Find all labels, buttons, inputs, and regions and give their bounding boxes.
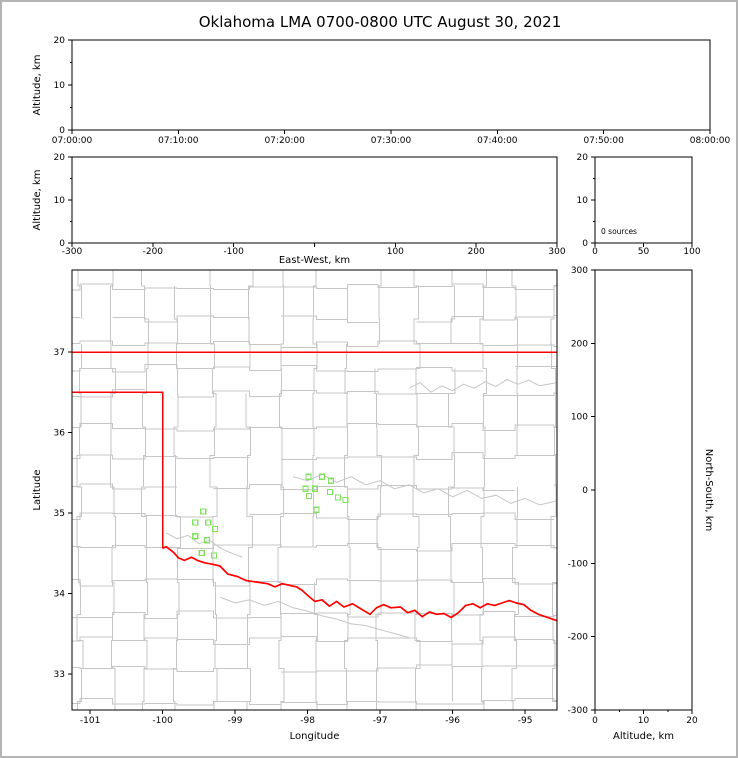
lma-station-marker	[198, 550, 205, 557]
tick-label: 200	[468, 247, 485, 257]
y-axis-label: Altitude, km	[32, 170, 43, 231]
x-axis-label: Longitude	[290, 731, 340, 742]
lma-station-marker	[211, 525, 218, 533]
lma-station-marker	[327, 488, 334, 496]
lma-station-marker	[192, 519, 199, 526]
tick-label: 07:30:00	[371, 136, 412, 146]
panel-map: -101 -100 -99 -98 -97 -96 -95 33 34 35 36 37 Longitu…	[32, 269, 558, 742]
tick-label: 100	[387, 247, 404, 257]
tick-label: -98	[300, 716, 315, 726]
tick-label: -101	[80, 716, 100, 726]
figure-title: Oklahoma LMA 0700-0800 UTC August 30, 20…	[198, 13, 562, 31]
axes-frame	[71, 156, 558, 244]
tick-label: -300	[62, 247, 83, 257]
tick-label: 200	[571, 339, 588, 349]
tick-label: 100	[571, 413, 588, 423]
river-lines	[165, 378, 557, 639]
y-axis-label: Altitude, km	[32, 55, 43, 116]
lma-station-marker	[305, 473, 312, 480]
source-count-label: 0 sources	[601, 227, 637, 236]
axes-frame	[594, 269, 693, 711]
lma-station-marker	[327, 477, 334, 484]
tick-label: 07:50:00	[583, 136, 624, 146]
tick-label: 08:00:00	[690, 136, 731, 146]
tick-label: 20	[686, 716, 698, 726]
tick-label: -100	[568, 559, 589, 569]
tick-label: 100	[683, 247, 700, 257]
tick-label: 07:40:00	[477, 136, 518, 146]
axes-frame	[71, 269, 558, 711]
lma-station-marker	[319, 473, 326, 480]
tick-label: -300	[568, 706, 589, 716]
tick-label: -99	[228, 716, 243, 726]
tick-label: 36	[54, 428, 66, 438]
lma-station-marker	[311, 485, 318, 492]
lma-station-marker	[313, 506, 320, 513]
x-axis-label: Altitude, km	[613, 731, 674, 742]
y-axis-label-right: North-South, km	[703, 449, 714, 532]
tick-label: -200	[568, 633, 589, 643]
tick-label: 0	[59, 239, 65, 249]
tick-label: 20	[577, 153, 589, 163]
lma-station-marker	[302, 485, 309, 492]
tick-label: 10	[577, 196, 589, 206]
tick-label: -100	[223, 247, 244, 257]
tick-label: 0	[592, 716, 598, 726]
tick-label: 0	[582, 239, 588, 249]
tick-label: -96	[445, 716, 460, 726]
panel-ns-height: 0 10 20 300 200 100 0 -100 -200 -300 Altitude, km N…	[568, 266, 714, 742]
map-content	[72, 270, 557, 710]
tick-label: 0	[592, 247, 598, 257]
tick-label: 300	[571, 266, 588, 276]
tick-label: 0	[59, 126, 65, 136]
tick-label: 0	[582, 486, 588, 496]
lma-station-marker	[192, 533, 199, 540]
state-border-west	[72, 391, 164, 549]
tick-label: 35	[54, 509, 65, 519]
tick-label: 33	[54, 670, 65, 680]
lma-station-marker	[342, 497, 349, 504]
lma-station-marker	[203, 537, 210, 544]
lma-station-marker	[205, 519, 212, 526]
tick-label: 07:10:00	[158, 136, 199, 146]
county-lines	[72, 270, 557, 710]
lma-station-marker	[306, 492, 313, 500]
tick-label: -200	[143, 247, 164, 257]
tick-label: 20	[54, 153, 66, 163]
lma-station-marker	[200, 508, 207, 515]
tick-label: 07:00:00	[52, 136, 93, 146]
x-axis-label: East-West, km	[279, 255, 350, 266]
lma-stations	[192, 473, 349, 559]
tick-label: 07:20:00	[264, 136, 305, 146]
axes-frame	[71, 39, 711, 131]
tick-label: -95	[518, 716, 533, 726]
tick-label: 300	[548, 247, 565, 257]
y-axis-label: Latitude	[32, 469, 43, 510]
red-river-border	[162, 545, 557, 622]
tick-label: -100	[152, 716, 173, 726]
tick-label: 37	[54, 348, 65, 358]
panel-ew-height: -300 -200 -100 100 200 300 0 10 20 East-West, km A…	[32, 153, 566, 266]
tick-label: 20	[54, 36, 66, 46]
tick-label: 10	[54, 196, 66, 206]
tick-label: 50	[638, 247, 650, 257]
panel-alt-hist: 0 50 100 0 10 20 0 sources	[577, 153, 701, 257]
tick-label: 10	[638, 716, 650, 726]
tick-label: 34	[54, 589, 66, 599]
lma-station-marker	[211, 552, 218, 559]
panel-time-height: 07:00:00 07:10:00 07:20:00 07:30:00 07:40:00…	[32, 36, 730, 146]
lma-station-marker	[335, 494, 342, 501]
tick-label: -97	[373, 716, 388, 726]
tick-label: 10	[54, 81, 66, 91]
